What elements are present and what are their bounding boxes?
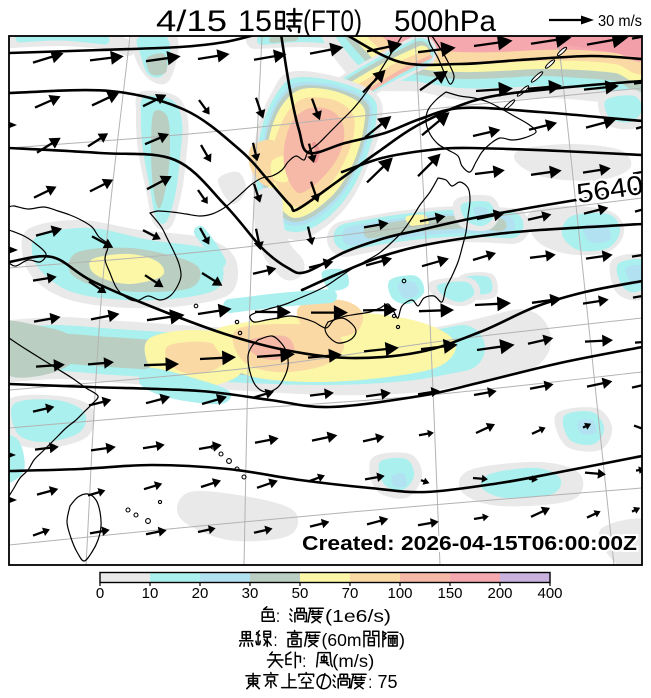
svg-text:10: 10 bbox=[142, 585, 159, 602]
svg-text:500hPa: 500hPa bbox=[394, 5, 496, 38]
svg-text:400: 400 bbox=[537, 585, 562, 602]
svg-text:0: 0 bbox=[96, 585, 104, 602]
svg-text:4/15: 4/15 bbox=[156, 5, 227, 38]
svg-text:(FT0): (FT0) bbox=[303, 5, 362, 38]
svg-text::: : bbox=[274, 630, 278, 650]
svg-text:(m/s): (m/s) bbox=[332, 651, 374, 671]
svg-text:): ) bbox=[399, 630, 405, 650]
svg-text:20: 20 bbox=[192, 585, 209, 602]
svg-text:Created: 2026-04-15T06:00:00Z: Created: 2026-04-15T06:00:00Z bbox=[302, 533, 637, 555]
svg-text:30: 30 bbox=[242, 585, 259, 602]
svg-text::: : bbox=[368, 672, 372, 692]
svg-text:(1e6/s): (1e6/s) bbox=[325, 606, 391, 626]
svg-text:70: 70 bbox=[342, 585, 359, 602]
svg-text:100: 100 bbox=[387, 585, 412, 602]
svg-text:15: 15 bbox=[238, 5, 272, 38]
svg-text:150: 150 bbox=[437, 585, 462, 602]
svg-text:200: 200 bbox=[487, 585, 512, 602]
svg-text::: : bbox=[302, 651, 306, 671]
svg-text:50: 50 bbox=[292, 585, 309, 602]
svg-text:30 m/s: 30 m/s bbox=[598, 13, 642, 30]
svg-text::: : bbox=[276, 606, 280, 626]
svg-text:(60m: (60m bbox=[322, 630, 362, 650]
svg-text:75: 75 bbox=[378, 672, 398, 692]
